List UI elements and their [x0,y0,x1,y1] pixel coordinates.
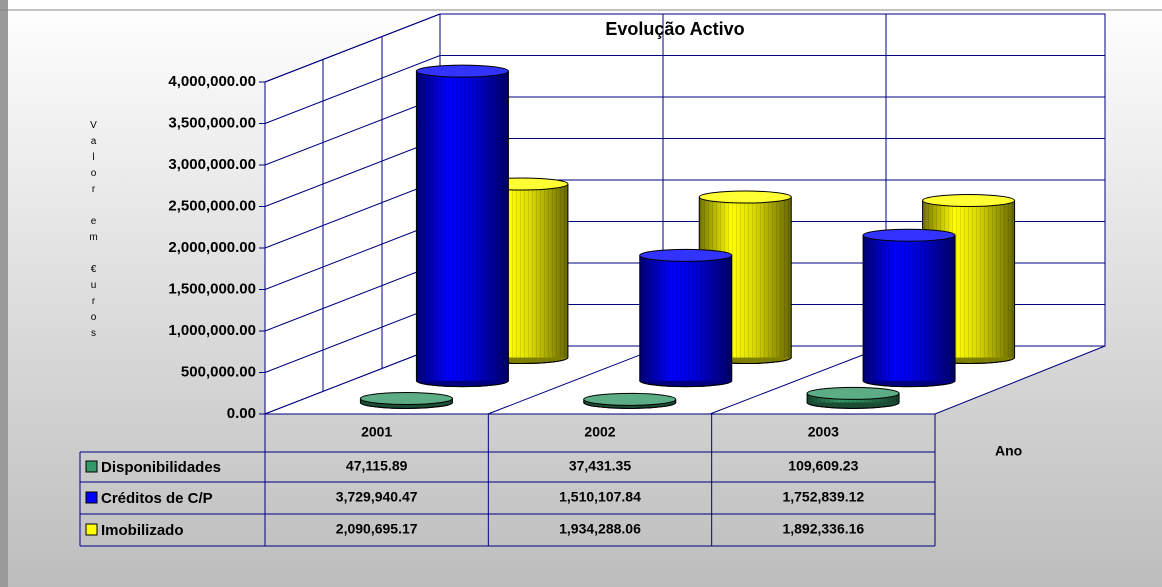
cylinder-outline [359,398,453,409]
cylinder-hatch [416,71,509,381]
x-tick-label: 2002 [584,424,615,440]
cylinder [415,64,509,388]
legend-swatch [85,460,98,473]
x-tick-label: 2003 [808,424,839,440]
cylinder [806,386,900,409]
value-label: 3,729,940.47 [336,489,418,505]
cylinder-outline [806,393,900,409]
cylinder-top [698,190,792,204]
cylinder-outline [639,255,733,388]
chart-title: Evolução Activo [605,19,744,39]
x-tick-label: 2001 [361,424,392,440]
legend-label: Créditos de C/P [101,490,213,507]
cylinder-top [359,392,453,406]
value-label: 1,752,839.12 [782,489,864,505]
cylinder-outline [415,71,509,388]
data-table: 2001 2002 2003 Disponibilidades 47,115.89 37,… [79,413,936,547]
y-tick-label: 2,000,000.00 [168,239,256,256]
legend-swatch [85,523,98,536]
cylinder-outline [862,235,956,388]
value-label: 109,609.23 [788,458,858,474]
grid-line [264,55,1105,124]
value-label: 1,892,336.16 [782,521,864,537]
value-label: 47,115.89 [346,458,408,474]
cylinder-top [639,248,733,262]
cylinder-top [862,228,956,242]
left-edge [0,0,8,587]
y-tick-label: 3,000,000.00 [168,156,256,173]
y-tick-label: 500,000.00 [181,363,256,380]
cylinder-top [415,64,509,78]
cylinder [862,228,956,388]
floor-divider [709,345,887,415]
cylinders [359,64,1016,409]
x-axis-label: Ano [995,443,1022,459]
y-tick-label: 2,500,000.00 [168,197,256,214]
grid-line [264,13,1105,83]
value-label: 1,510,107.84 [559,489,641,505]
legend-label: Disponibilidades [101,459,221,476]
cylinder-hatch [863,235,956,381]
y-axis-label: Valor em €uros [88,120,99,344]
cylinder [639,248,733,388]
y-tick-label: 1,500,000.00 [168,280,256,297]
cylinder-hatch [639,255,732,381]
value-label: 37,431.35 [569,458,631,474]
y-tick-label: 1,000,000.00 [168,322,256,339]
legend-label: Imobilizado [101,522,184,539]
legend-swatch [85,491,98,504]
y-tick-label: 3,500,000.00 [168,114,256,131]
cylinder-top [806,386,900,400]
y-tick-label: 0.00 [227,405,256,422]
floor-divider [487,345,664,415]
value-label: 1,934,288.06 [559,521,641,537]
cylinder-top [583,392,677,406]
cylinder [359,392,453,409]
cylinder-outline [583,399,677,409]
cylinder [583,392,677,409]
y-tick-label: 4,000,000.00 [168,73,256,90]
cylinder-top [922,193,1016,207]
value-label: 2,090,695.17 [336,521,418,537]
